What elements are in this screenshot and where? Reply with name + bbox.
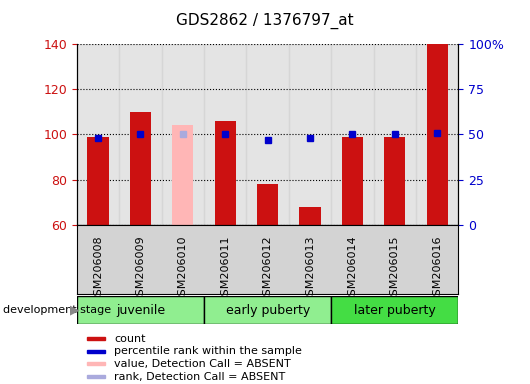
Bar [119,44,162,225]
Text: early puberty: early puberty [226,304,310,316]
Bar [77,296,204,324]
Bar [204,296,331,324]
Bar [331,296,458,324]
Bar [416,44,458,225]
Text: GSM206013: GSM206013 [305,235,315,303]
Bar [289,44,331,225]
Bar [162,44,204,225]
Bar [204,44,246,225]
Text: GSM206010: GSM206010 [178,235,188,303]
Text: value, Detection Call = ABSENT: value, Detection Call = ABSENT [114,359,291,369]
Text: ▶: ▶ [70,304,80,316]
Bar [427,44,448,225]
Bar [87,375,104,378]
Text: rank, Detection Call = ABSENT: rank, Detection Call = ABSENT [114,372,286,382]
Bar [374,44,416,225]
Bar [257,184,278,225]
Text: GSM206012: GSM206012 [263,235,272,303]
Bar [87,137,109,225]
Bar [130,112,151,225]
Bar [77,44,119,225]
Text: count: count [114,334,146,344]
Bar [172,125,193,225]
Bar [384,137,405,225]
Bar [246,44,289,225]
Text: GSM206011: GSM206011 [220,235,230,303]
Text: development stage: development stage [3,305,111,315]
Text: GSM206009: GSM206009 [136,235,145,303]
Text: GSM206016: GSM206016 [432,235,442,303]
Bar [299,207,321,225]
Bar [342,137,363,225]
Text: GDS2862 / 1376797_at: GDS2862 / 1376797_at [176,13,354,29]
Text: juvenile: juvenile [116,304,165,316]
Bar [87,350,104,353]
Text: GSM206014: GSM206014 [348,235,357,303]
Text: GSM206008: GSM206008 [93,235,103,303]
Text: GSM206015: GSM206015 [390,235,400,303]
Text: percentile rank within the sample: percentile rank within the sample [114,346,302,356]
Bar [87,338,104,340]
Bar [331,44,374,225]
Bar [215,121,236,225]
Bar [87,362,104,365]
Text: later puberty: later puberty [354,304,436,316]
